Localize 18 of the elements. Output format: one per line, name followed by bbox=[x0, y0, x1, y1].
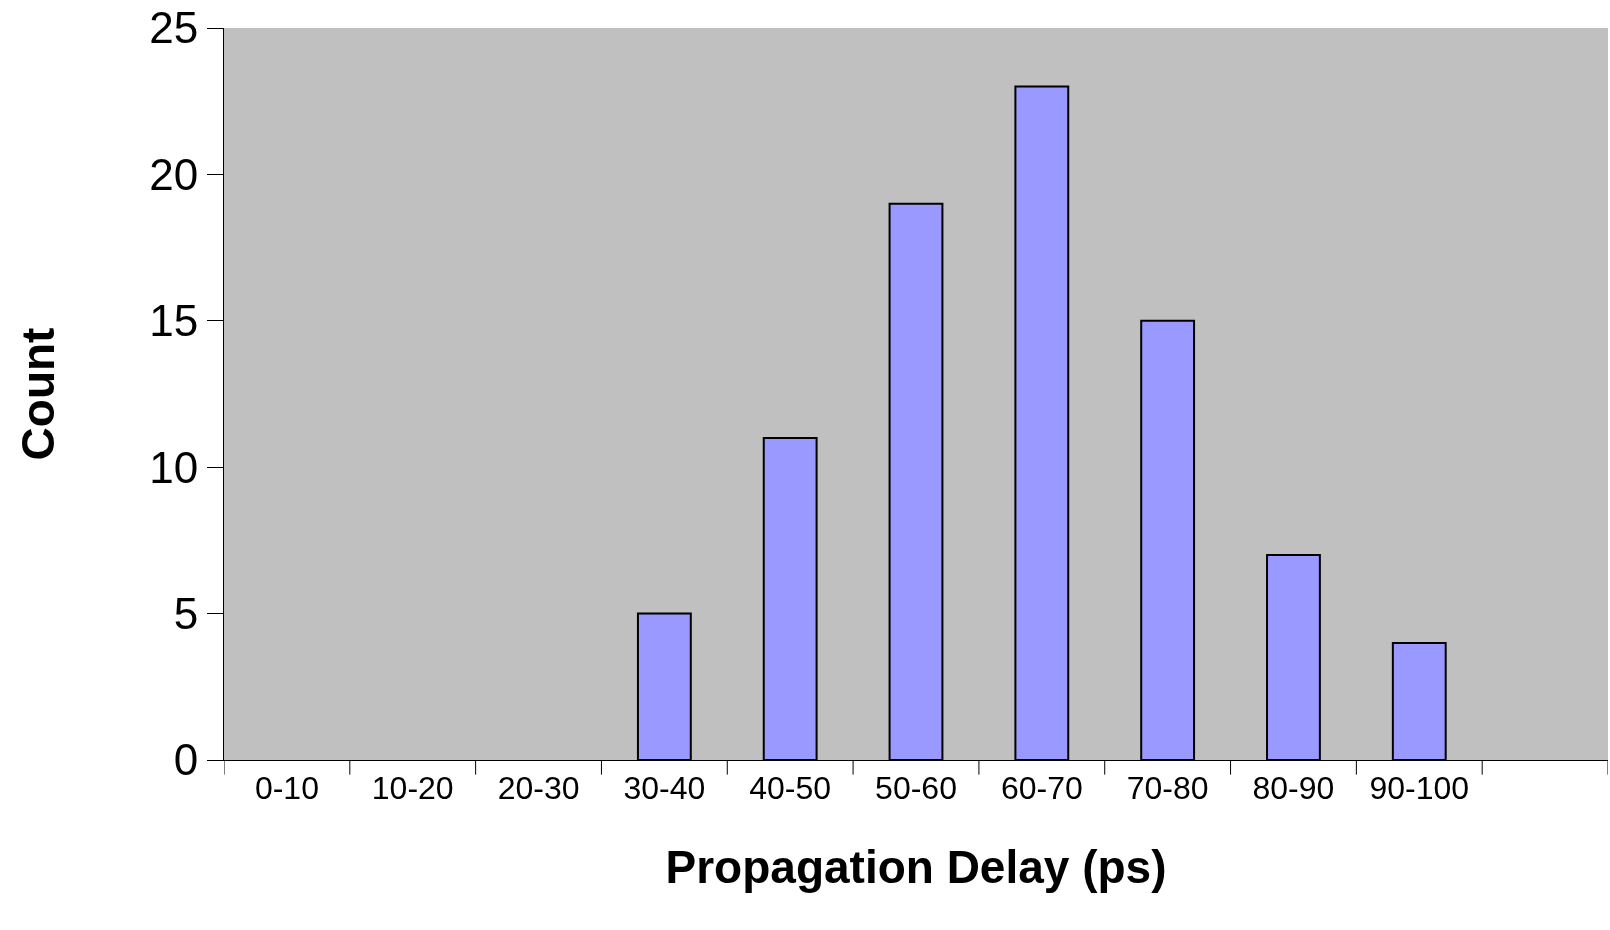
x-tick-label: 0-10 bbox=[254, 770, 319, 807]
x-tick-label: 90-100 bbox=[1369, 770, 1470, 807]
x-tick-label: 70-80 bbox=[1126, 770, 1209, 807]
y-tick-label: 0 bbox=[173, 735, 199, 785]
y-tick-label: 10 bbox=[149, 442, 199, 492]
x-tick-label: 10-20 bbox=[371, 770, 454, 807]
y-tick-label: 25 bbox=[149, 3, 199, 53]
x-tick-label: 60-70 bbox=[1000, 770, 1083, 807]
y-tick-label: 15 bbox=[149, 296, 199, 346]
y-tick-label: 5 bbox=[173, 589, 199, 638]
x-tick-label: 30-40 bbox=[623, 770, 706, 807]
y-tick-label: 20 bbox=[149, 149, 199, 199]
x-tick-label: 40-50 bbox=[749, 770, 832, 807]
x-tick-label: 80-90 bbox=[1252, 770, 1335, 807]
x-tick-label: 20-30 bbox=[497, 770, 580, 807]
x-tick-label: 50-60 bbox=[875, 770, 957, 807]
x-axis-title: Propagation Delay (ps) bbox=[665, 841, 1167, 894]
y-axis-title: Count bbox=[11, 327, 64, 461]
